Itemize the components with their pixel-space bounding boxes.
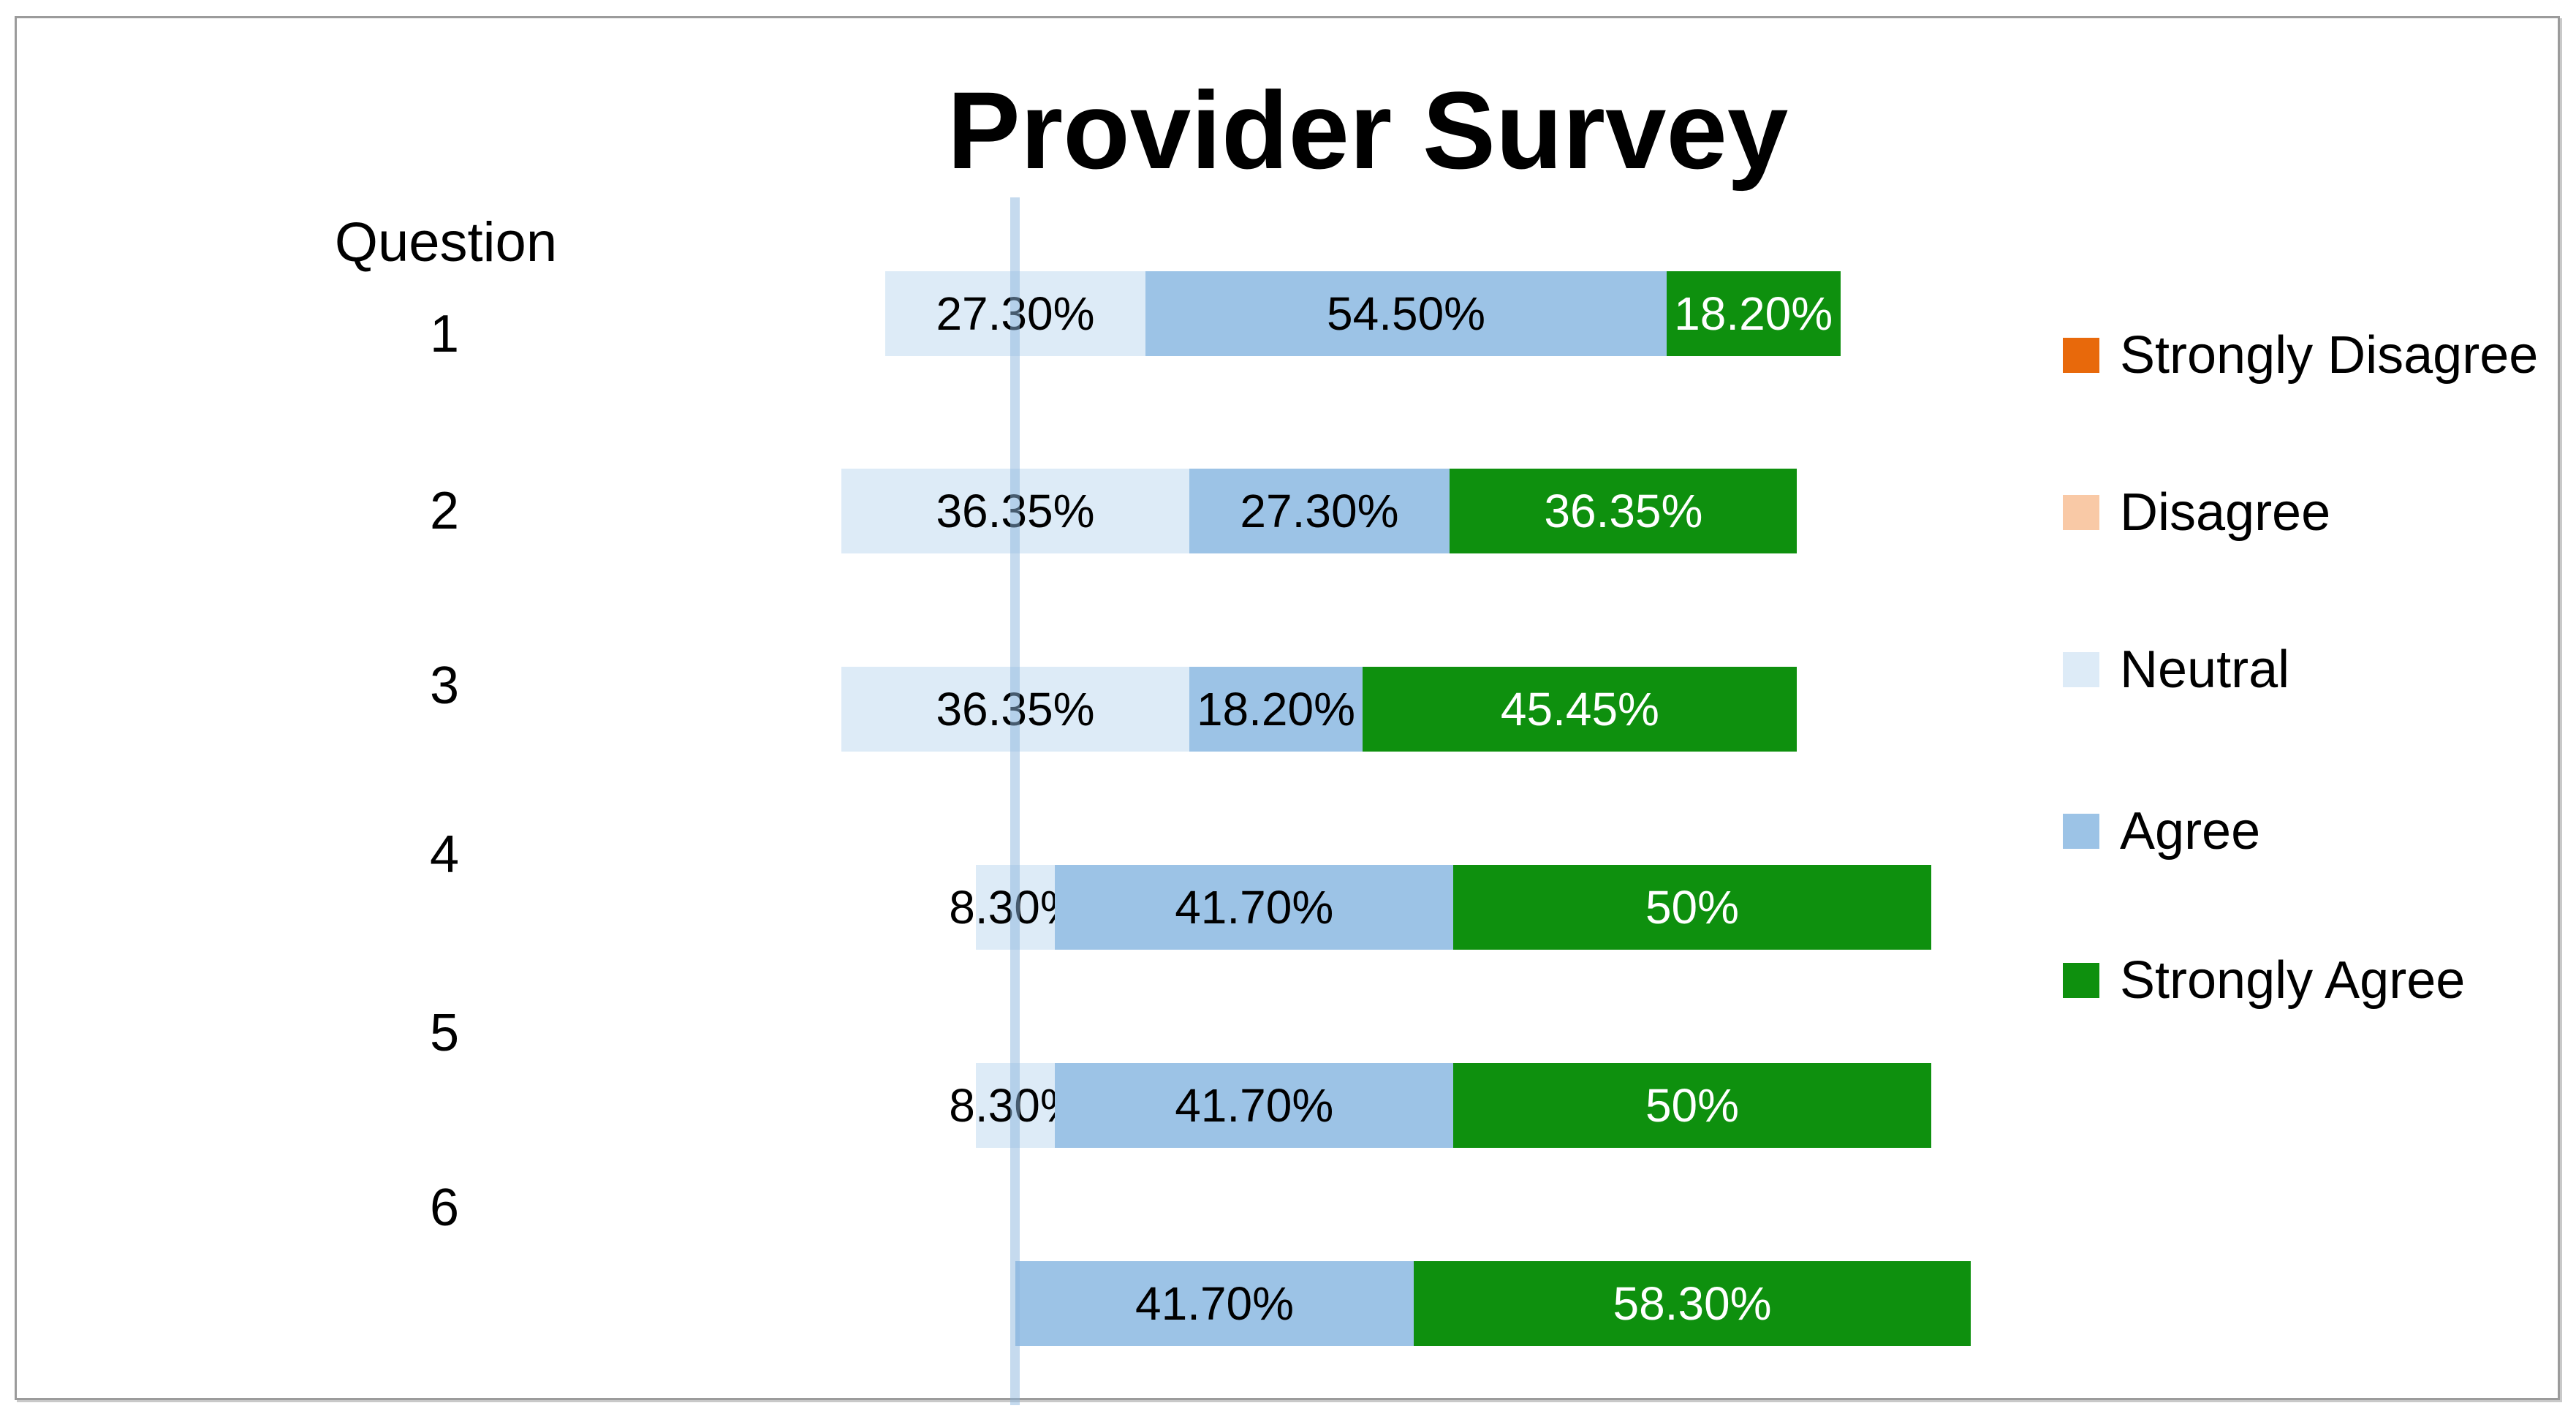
category-label-6: 6 bbox=[429, 1179, 460, 1237]
bar-q1-segment-strongly-agree: 18.20% bbox=[1666, 271, 1841, 356]
bar-segment-label: 41.70% bbox=[1175, 1079, 1334, 1132]
category-label-3: 3 bbox=[429, 657, 460, 715]
category-label-5: 5 bbox=[429, 1004, 460, 1062]
category-label-1: 1 bbox=[429, 305, 460, 363]
chart-title: Provider Survey bbox=[947, 69, 1789, 192]
legend-label: Disagree bbox=[2120, 483, 2331, 542]
legend-swatch-agree bbox=[2063, 814, 2099, 849]
bar-segment-label: 18.20% bbox=[1674, 287, 1833, 340]
vertical-axis-line bbox=[1010, 197, 1020, 1405]
legend-swatch-strongly-agree bbox=[2063, 963, 2099, 998]
bar-q2-segment-agree: 27.30% bbox=[1189, 469, 1450, 553]
category-label-2: 2 bbox=[429, 482, 460, 540]
category-axis-header: Question bbox=[334, 211, 558, 273]
bar-segment-label: 41.70% bbox=[1134, 1277, 1295, 1330]
legend-item-disagree: Disagree bbox=[2063, 483, 2330, 542]
bar-q1-segment-agree: 54.50% bbox=[1145, 271, 1667, 356]
legend-label: Strongly Disagree bbox=[2120, 326, 2539, 385]
bar-segment-label: 27.30% bbox=[1240, 485, 1399, 537]
legend-swatch-strongly-disagree bbox=[2063, 338, 2099, 373]
legend-label: Strongly Agree bbox=[2120, 951, 2466, 1010]
legend-item-neutral: Neutral bbox=[2063, 640, 2289, 699]
bar-segment-label: 50% bbox=[1645, 881, 1740, 934]
legend-item-strongly-disagree: Strongly Disagree bbox=[2063, 326, 2538, 385]
category-label-4: 4 bbox=[429, 825, 460, 884]
bar-q5-segment-agree: 41.70% bbox=[1055, 1063, 1454, 1148]
bar-q3-segment-strongly-agree: 45.45% bbox=[1363, 667, 1797, 752]
bar-segment-label: 58.30% bbox=[1613, 1277, 1772, 1330]
bar-segment-label: 41.70% bbox=[1175, 881, 1334, 934]
bar-q2-segment-strongly-agree: 36.35% bbox=[1450, 469, 1797, 553]
bar-q4-segment-agree: 41.70% bbox=[1055, 865, 1454, 950]
bar-q4-segment-strongly-agree: 50% bbox=[1453, 865, 1931, 950]
legend-item-strongly-agree: Strongly Agree bbox=[2063, 951, 2465, 1010]
legend-label: Agree bbox=[2120, 802, 2261, 861]
bar-segment-label: 18.20% bbox=[1196, 683, 1355, 735]
legend-swatch-neutral bbox=[2063, 652, 2099, 687]
legend-swatch-disagree bbox=[2063, 495, 2099, 530]
bar-q6-segment-agree: 41.70% bbox=[1015, 1261, 1414, 1346]
bar-q3-segment-agree: 18.20% bbox=[1189, 667, 1363, 752]
bar-segment-label: 45.45% bbox=[1500, 683, 1659, 735]
bar-q6-segment-strongly-agree: 58.30% bbox=[1414, 1261, 1971, 1346]
legend-item-agree: Agree bbox=[2063, 802, 2260, 861]
bar-q5-segment-strongly-agree: 50% bbox=[1453, 1063, 1931, 1148]
legend-label: Neutral bbox=[2120, 640, 2290, 699]
bar-segment-label: 50% bbox=[1645, 1079, 1740, 1132]
bar-segment-label: 54.50% bbox=[1327, 287, 1486, 340]
bar-segment-label: 36.35% bbox=[1544, 485, 1703, 537]
